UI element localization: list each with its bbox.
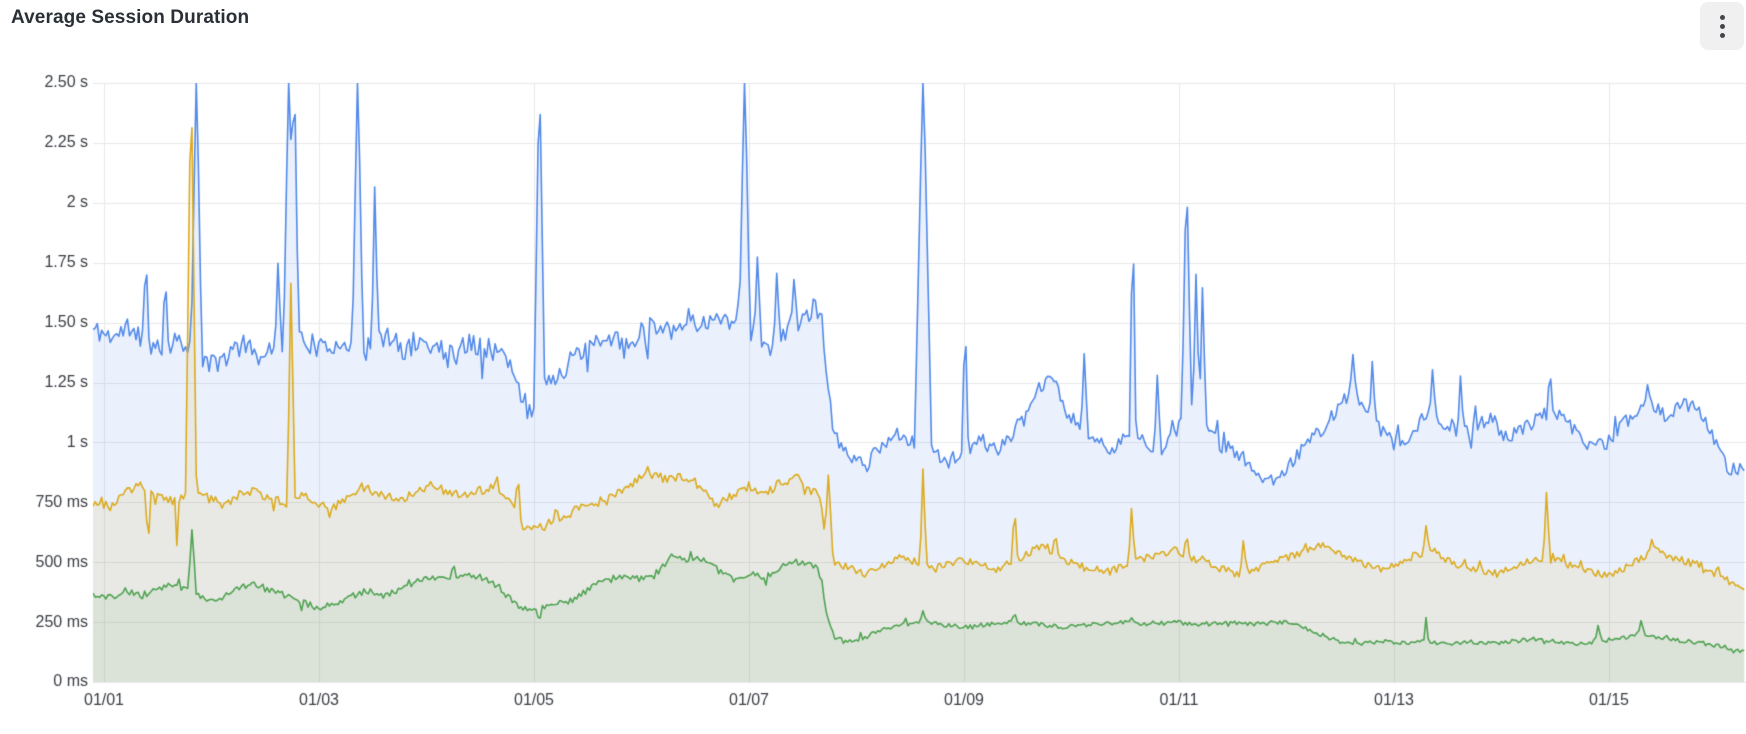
panel-title: Average Session Duration: [11, 7, 250, 28]
kebab-vertical-icon: [1719, 15, 1725, 38]
panel-menu-button[interactable]: [1700, 2, 1744, 50]
